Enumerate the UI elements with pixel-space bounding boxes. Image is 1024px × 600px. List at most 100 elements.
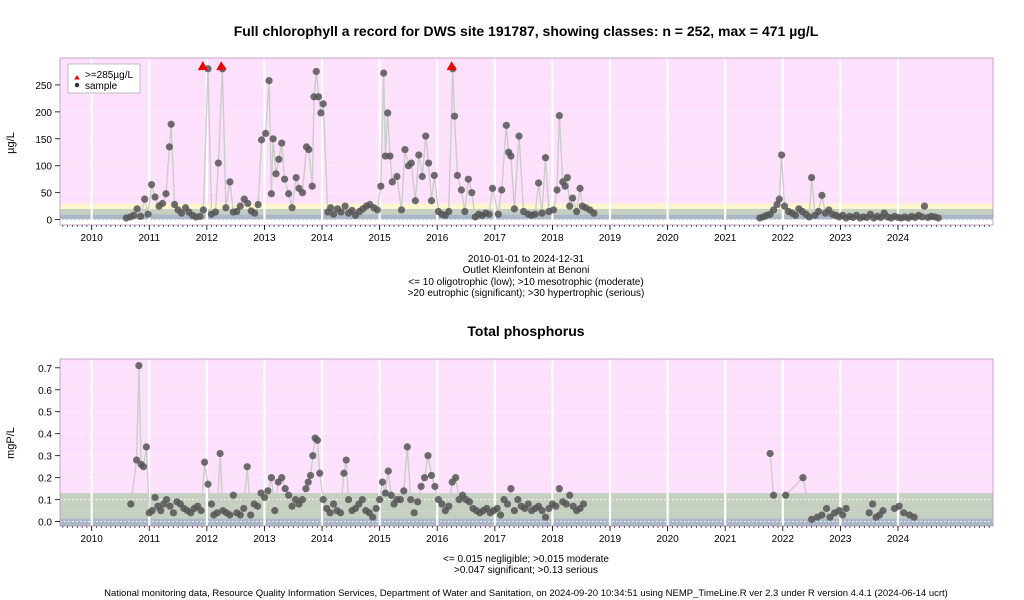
chart2-point-49: [288, 502, 296, 510]
chlorophyll-chart: 0 50 100 150 200 250 2010 2011 2012 2013 2014 2015 2…: [35, 57, 994, 244]
chart1-ytick-label-0: 0: [46, 216, 52, 227]
chart1-point-8: [151, 193, 159, 201]
chart1-xtick-label-2021: 2021: [714, 233, 737, 244]
chart1-point-187: [918, 213, 926, 221]
chart1-exceed-marker-1: [216, 61, 227, 71]
chart1-band-2: [60, 203, 993, 209]
chart2-xtick-label-2024: 2024: [887, 534, 910, 545]
chart2-point-93: [427, 471, 436, 480]
chart2-point-149: [839, 511, 847, 519]
chart1-point-138: [590, 209, 598, 217]
chart2-point-78: [378, 478, 387, 486]
chart2-point-140: [782, 491, 790, 499]
chart1-point-36: [251, 209, 259, 217]
chart1-point-111: [498, 186, 506, 194]
chart1-point-87: [415, 151, 423, 159]
chart1-point-89: [422, 132, 430, 140]
chart2-point-117: [510, 507, 519, 515]
chart1-ytick-label-5: 250: [35, 81, 52, 92]
chart2-point-81: [387, 491, 395, 499]
chart1-point-122: [538, 209, 546, 217]
chart2-frame: [59, 358, 994, 527]
chart1-point-62: [329, 210, 338, 218]
chart1-point-10: [158, 199, 167, 208]
chart2-ytick-label-1: 0.1: [38, 496, 52, 507]
chart1-point-28: [222, 204, 230, 212]
chart1-band-3: [60, 58, 993, 204]
chart2-point-13: [166, 502, 174, 510]
chart1-point-32: [236, 202, 244, 210]
chart1-point-44: [275, 155, 283, 163]
chart2-point-47: [281, 485, 289, 493]
chart1-ytick-label-3: 150: [35, 135, 52, 146]
footer-note: National monitoring data, Resource Quali…: [104, 588, 948, 599]
chart1-caption-site: Outlet Kleinfontein at Benoni: [463, 265, 590, 276]
chart2-xtick-label-2020: 2020: [656, 534, 679, 545]
chart2-ytick-label-7: 0.7: [38, 364, 52, 375]
legend-sample-label: sample: [85, 81, 118, 92]
chart1-xtick-label-2015: 2015: [369, 233, 392, 244]
chart2-point-137: [579, 500, 588, 508]
chart1-point-130: [563, 173, 571, 182]
chart2-point-130: [555, 485, 563, 493]
chart2-xtick-label-2010: 2010: [81, 534, 104, 545]
chart2-point-151: [865, 509, 873, 517]
chart1-point-188: [920, 202, 929, 210]
chart1-point-143: [769, 206, 778, 214]
chart2-point-4: [139, 463, 148, 471]
chart1-point-14: [171, 200, 179, 209]
chart1-point-99: [453, 171, 461, 180]
chart1-point-39: [262, 129, 270, 138]
chart2-point-150: [842, 504, 850, 513]
chart1-point-65: [341, 202, 349, 210]
chart1-point-146: [778, 151, 786, 159]
chart1-legend: >=285µg/L sample: [67, 63, 141, 94]
chart1-point-2: [130, 211, 138, 219]
chart1-point-83: [401, 145, 409, 154]
chart2-point-158: [900, 509, 908, 517]
chart1-point-57: [314, 93, 323, 101]
chart2-point-35: [240, 504, 248, 513]
chart2-xtick-label-2015: 2015: [369, 534, 392, 545]
chart1-exceed-marker-0: [197, 61, 208, 71]
chart1-point-64: [337, 208, 345, 216]
chart1-point-127: [555, 112, 563, 120]
chart2-point-8: [151, 493, 159, 502]
chart2-point-60: [319, 496, 327, 504]
chart2-point-55: [306, 471, 315, 480]
chart2-point-157: [895, 502, 903, 510]
chart2-point-41: [260, 493, 269, 502]
chart1-point-7: [147, 180, 156, 189]
chart1-point-3: [133, 205, 141, 213]
chart2-point-87: [407, 496, 415, 504]
chart2-point-142: [807, 515, 816, 524]
chart1-point-129: [561, 182, 569, 190]
chart1-point-53: [305, 145, 313, 154]
chart2-ytick-label-3: 0.3: [38, 452, 52, 463]
chart2-point-72: [358, 496, 366, 504]
chart2-point-52: [298, 496, 307, 504]
chart2-point-34: [236, 511, 244, 519]
chart2-point-94: [431, 482, 439, 491]
chart2-ytick-label-4: 0.4: [38, 430, 52, 441]
chart2-point-44: [271, 507, 279, 515]
chart1-point-61: [327, 204, 335, 212]
chart1-point-86: [411, 197, 419, 205]
chart2-point-54: [304, 478, 312, 486]
chart2-point-14: [169, 509, 178, 517]
chart1-point-123: [541, 154, 550, 162]
chart1-caption-classes-1: <= 10 oligotrophic (low); >10 mesotrophi…: [408, 277, 643, 288]
chart1-point-85: [407, 159, 415, 167]
legend-sample-marker: [74, 82, 80, 88]
chart1-point-59: [319, 100, 327, 108]
chart2-point-75: [369, 513, 377, 521]
chart2-point-2: [135, 361, 143, 370]
chart1-point-91: [427, 197, 436, 205]
chart2-point-76: [372, 504, 380, 513]
chart2-point-85: [400, 487, 408, 495]
chart1-point-26: [214, 159, 222, 167]
chart2-point-92: [424, 452, 432, 460]
chart2-point-7: [148, 507, 156, 515]
chart1-point-150: [791, 211, 800, 219]
chart1-point-158: [818, 191, 826, 199]
